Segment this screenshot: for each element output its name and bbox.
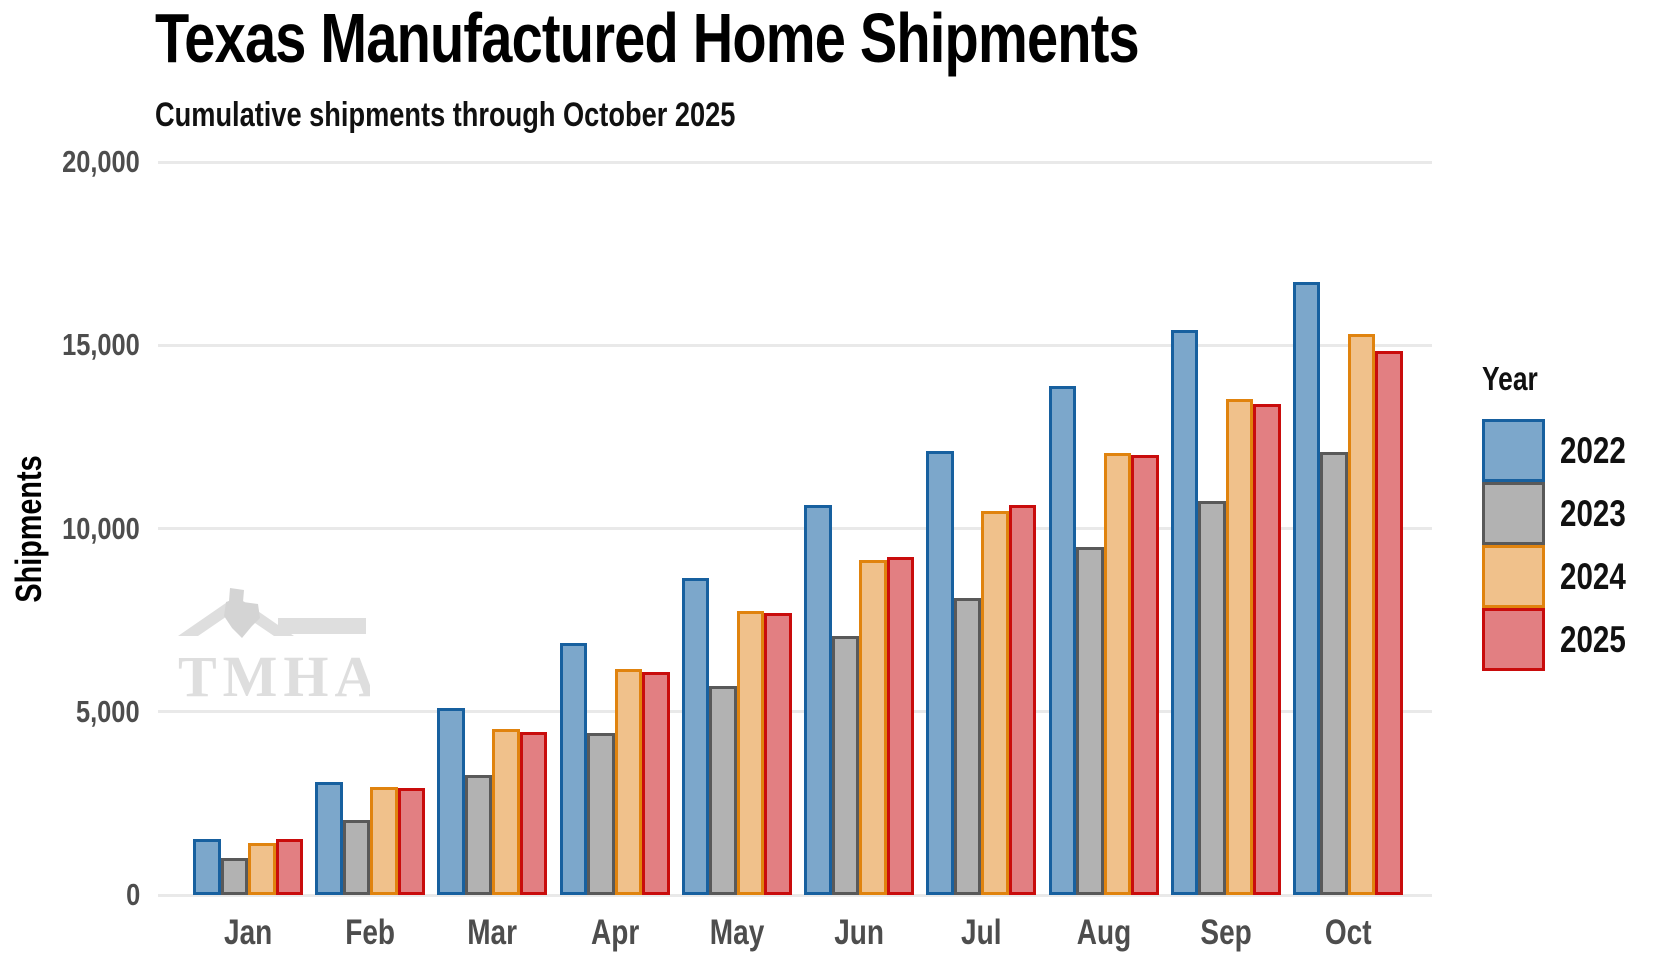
x-label-mar: Mar [467,913,518,952]
x-label-feb: Feb [345,913,396,952]
bar-jul-2024 [981,510,1009,895]
plot-area: Jan Feb Mar Apr May Jun Jul Aug Sep Oct [158,160,1432,952]
gridline [158,527,1432,530]
bar-jun-2025 [886,557,915,895]
bar-apr-2024 [614,669,643,895]
x-label-aug: Aug [1076,913,1131,952]
x-label-jul: Jul [961,913,1002,952]
gridline [158,343,1432,347]
bar-jan-2025 [275,839,303,895]
legend-items: 2022 2023 2024 2025 [1482,419,1642,671]
bar-group-aug: Aug [1048,162,1159,952]
bar-mar-2025 [519,732,548,895]
x-label-oct: Oct [1324,913,1372,952]
bar-jul-2023 [953,597,982,895]
bar-may-2024 [736,610,765,895]
legend: Year 2022 2023 2024 2025 [1482,360,1642,671]
bar-feb-2023 [342,820,371,895]
bar-sep-2024 [1225,399,1254,895]
bar-feb-2022 [315,781,343,895]
legend-swatch-2025 [1482,608,1545,671]
gridline [158,160,1432,164]
chart-title: Texas Manufactured Home Shipments [155,0,1140,77]
x-label-may: May [709,913,765,952]
bar-oct-2022 [1292,281,1321,895]
bar-aug-2022 [1048,385,1077,895]
bar-aug-2025 [1131,454,1159,895]
bar-group-jul: Jul [926,162,1037,952]
legend-label-2025: 2025 [1560,618,1626,660]
bar-group-apr: Apr [559,162,670,952]
legend-title: Year [1482,360,1538,397]
bar-jan-2023 [220,857,248,895]
bar-group-jun: Jun [804,162,915,952]
x-label-jun: Jun [834,913,884,952]
bar-group-mar: Mar [437,162,548,952]
bar-mar-2024 [492,728,520,895]
legend-swatch-2024 [1482,545,1545,608]
gridlines [158,160,1432,897]
bar-mar-2023 [464,774,493,895]
legend-label-2022: 2022 [1560,429,1626,471]
bar-feb-2024 [370,786,398,895]
bar-group-sep: Sep [1170,162,1281,952]
y-tick-label: 20,000 [62,144,140,179]
bar-group-jan: Jan [193,162,303,952]
bar-may-2023 [709,686,737,895]
gridline [158,893,1432,897]
x-label-apr: Apr [590,913,639,952]
chart-subtitle: Cumulative shipments through October 202… [155,96,736,134]
legend-label-2023: 2023 [1560,492,1626,534]
bar-feb-2025 [397,787,426,895]
legend-item-2025: 2025 [1482,608,1642,671]
bar-group-oct: Oct [1292,162,1403,952]
bar-jan-2024 [248,842,276,895]
bar-jul-2022 [926,450,954,895]
y-axis-ticks: 0 5,000 10,000 15,000 20,000 [0,144,140,912]
bar-oct-2025 [1375,351,1403,895]
bar-may-2025 [764,613,792,895]
bar-apr-2025 [642,671,670,895]
bar-sep-2022 [1170,329,1199,895]
legend-item-2022: 2022 [1482,419,1642,482]
bar-oct-2023 [1320,452,1348,895]
bar-jun-2023 [831,635,860,895]
bar-groups: Jan Feb Mar Apr May Jun Jul Aug Sep Oct [158,162,1432,952]
bar-oct-2024 [1347,333,1376,895]
bar-apr-2023 [587,733,615,895]
y-tick-label: 15,000 [62,327,140,363]
bar-group-feb: Feb [315,162,426,952]
bar-aug-2024 [1103,452,1132,895]
y-tick-label: 10,000 [62,510,140,546]
bar-sep-2025 [1253,403,1281,895]
legend-item-2024: 2024 [1482,545,1642,608]
x-label-sep: Sep [1200,913,1252,952]
bar-may-2022 [681,578,710,895]
x-label-jan: Jan [223,913,273,952]
bar-aug-2023 [1076,546,1104,895]
legend-label-2024: 2024 [1560,555,1626,597]
legend-swatch-2022 [1482,419,1545,482]
bar-jul-2025 [1008,505,1037,895]
bar-mar-2022 [437,707,465,895]
bar-sep-2023 [1198,501,1226,895]
legend-swatch-2023 [1482,482,1545,545]
bar-jun-2024 [859,560,887,895]
bar-apr-2022 [559,643,588,895]
gridline [158,710,1432,714]
y-tick-label: 0 [125,877,140,912]
bar-jun-2022 [804,505,832,895]
legend-item-2023: 2023 [1482,482,1642,545]
bar-jan-2022 [193,838,221,895]
bar-group-may: May [681,162,792,952]
y-tick-label: 5,000 [76,693,140,729]
